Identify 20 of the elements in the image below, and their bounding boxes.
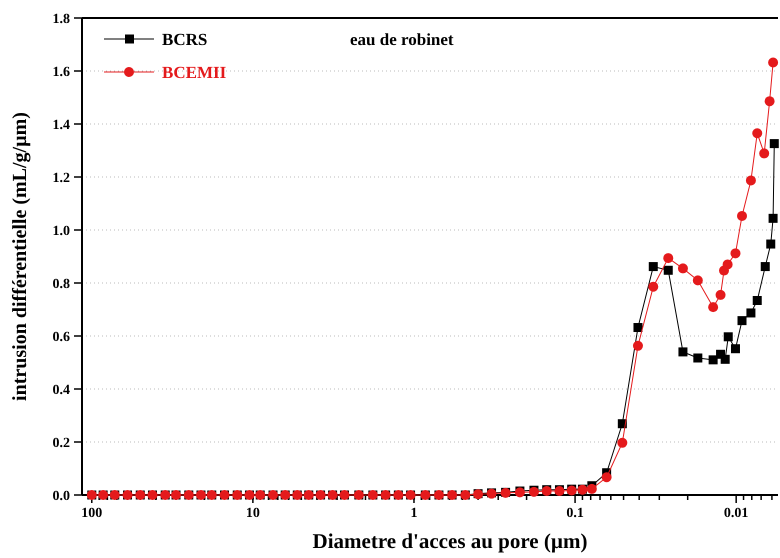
x-tick-label: 10: [246, 506, 260, 521]
y-tick-label: 1.0: [52, 224, 70, 239]
x-tick-label: 100: [81, 506, 102, 521]
legend-label: BCRS: [162, 30, 208, 49]
y-tick-label: 0.6: [52, 330, 70, 345]
x-tick-label: 1: [410, 506, 418, 521]
y-tick-label: 1.6: [52, 65, 70, 80]
x-tick-label: 0.1: [566, 506, 584, 521]
y-tick-label: 0.4: [52, 383, 70, 398]
y-tick-label: 1.2: [52, 171, 70, 186]
y-tick-label: 1.8: [52, 12, 70, 27]
legend-label: BCEMII: [162, 63, 227, 82]
y-tick-label: 0.2: [52, 436, 70, 451]
y-tick-label: 0.8: [52, 277, 70, 292]
y-tick-label: 1.4: [52, 118, 70, 133]
x-axis-title: Diametre d'acces au pore (µm): [312, 529, 588, 553]
annotation: eau de robinet: [350, 30, 454, 49]
y-axis-title: intrusion différentielle (mL/g/µm): [9, 112, 31, 401]
y-tick-label: 0.0: [52, 489, 70, 504]
x-tick-label: 0.01: [724, 506, 748, 521]
